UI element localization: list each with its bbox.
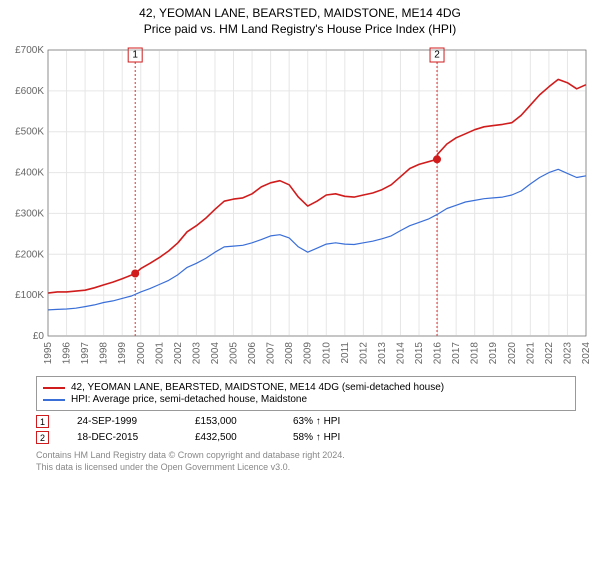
svg-text:1999: 1999	[117, 342, 128, 365]
svg-text:£0: £0	[33, 331, 45, 342]
sale-date: 24-SEP-1999	[77, 416, 167, 427]
svg-text:2006: 2006	[247, 342, 258, 365]
svg-text:2004: 2004	[210, 342, 221, 365]
svg-text:2013: 2013	[377, 342, 388, 365]
svg-text:2010: 2010	[321, 342, 332, 365]
svg-text:2008: 2008	[284, 342, 295, 365]
svg-text:£700K: £700K	[15, 45, 44, 56]
chart-area: £0 £100K £200K £300K £400K £500K £600K £700K 199…	[6, 40, 594, 370]
sale-price: £432,500	[195, 432, 265, 443]
footer-line: Contains HM Land Registry data © Crown c…	[36, 450, 576, 462]
sale-marker-icon: 2	[36, 431, 49, 444]
sale-row: 2 18-DEC-2015 £432,500 58% ↑ HPI	[36, 431, 576, 444]
sale-price: £153,000	[195, 416, 265, 427]
svg-text:2005: 2005	[229, 342, 240, 365]
svg-text:2015: 2015	[414, 342, 425, 365]
svg-text:£100K: £100K	[15, 290, 44, 301]
svg-text:2000: 2000	[136, 342, 147, 365]
svg-text:1998: 1998	[99, 342, 110, 365]
legend-label: 42, YEOMAN LANE, BEARSTED, MAIDSTONE, ME…	[71, 382, 444, 393]
footer-attribution: Contains HM Land Registry data © Crown c…	[36, 450, 576, 473]
svg-text:2020: 2020	[507, 342, 518, 365]
svg-text:2011: 2011	[340, 342, 351, 364]
svg-text:2: 2	[434, 50, 440, 61]
svg-text:£400K: £400K	[15, 168, 44, 179]
legend-swatch-property	[43, 387, 65, 389]
svg-text:1995: 1995	[43, 342, 54, 365]
svg-text:2018: 2018	[470, 342, 481, 365]
legend-swatch-hpi	[43, 399, 65, 401]
svg-text:2024: 2024	[581, 342, 592, 365]
svg-text:2019: 2019	[488, 342, 499, 365]
svg-text:1997: 1997	[80, 342, 91, 365]
sale-date: 18-DEC-2015	[77, 432, 167, 443]
svg-text:2014: 2014	[395, 342, 406, 365]
footer-line: This data is licensed under the Open Gov…	[36, 462, 576, 474]
sales-table: 1 24-SEP-1999 £153,000 63% ↑ HPI 2 18-DE…	[36, 415, 576, 444]
sale-delta: 63% ↑ HPI	[293, 416, 340, 427]
svg-text:1: 1	[132, 50, 138, 61]
svg-text:2023: 2023	[562, 342, 573, 365]
legend-item: HPI: Average price, semi-detached house,…	[43, 394, 569, 405]
page-subtitle: Price paid vs. HM Land Registry's House …	[0, 22, 600, 36]
sale-row: 1 24-SEP-1999 £153,000 63% ↑ HPI	[36, 415, 576, 428]
svg-text:£500K: £500K	[15, 127, 44, 138]
svg-text:2021: 2021	[525, 342, 536, 365]
svg-text:£300K: £300K	[15, 208, 44, 219]
svg-text:2007: 2007	[266, 342, 277, 365]
svg-text:2001: 2001	[154, 342, 165, 365]
price-chart: £0 £100K £200K £300K £400K £500K £600K £700K 199…	[6, 40, 594, 370]
page-title: 42, YEOMAN LANE, BEARSTED, MAIDSTONE, ME…	[0, 6, 600, 20]
sale-marker-icon: 1	[36, 415, 49, 428]
svg-text:2002: 2002	[173, 342, 184, 365]
svg-text:£200K: £200K	[15, 249, 44, 260]
svg-text:1996: 1996	[62, 342, 73, 365]
svg-text:2016: 2016	[433, 342, 444, 365]
svg-text:2017: 2017	[451, 342, 462, 365]
sale-delta: 58% ↑ HPI	[293, 432, 340, 443]
legend-item: 42, YEOMAN LANE, BEARSTED, MAIDSTONE, ME…	[43, 382, 569, 393]
svg-text:2009: 2009	[303, 342, 314, 365]
legend-box: 42, YEOMAN LANE, BEARSTED, MAIDSTONE, ME…	[36, 376, 576, 411]
svg-text:£600K: £600K	[15, 86, 44, 97]
svg-text:2003: 2003	[191, 342, 202, 365]
svg-text:2022: 2022	[544, 342, 555, 365]
svg-text:2012: 2012	[358, 342, 369, 365]
legend-label: HPI: Average price, semi-detached house,…	[71, 394, 307, 405]
